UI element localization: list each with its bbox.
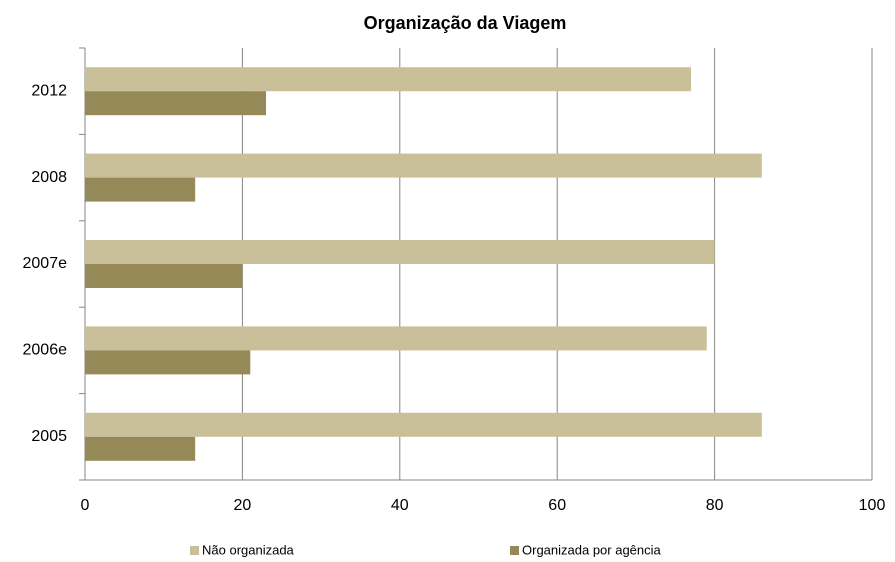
- y-tick-label: 2012: [31, 82, 67, 99]
- x-tick-label: 80: [706, 497, 724, 514]
- bar: [85, 67, 691, 92]
- legend-swatch: [190, 546, 199, 555]
- legend-label: Não organizada: [202, 542, 295, 557]
- bar: [85, 264, 243, 288]
- y-tick-label: 2007e: [23, 255, 68, 272]
- bar: [85, 177, 196, 202]
- bar: [85, 153, 762, 178]
- x-tick-label: 0: [81, 497, 90, 514]
- bar: [85, 240, 715, 264]
- x-tick-label: 20: [234, 497, 252, 514]
- bar: [85, 412, 762, 437]
- bar: [85, 326, 707, 351]
- x-tick-label: 40: [391, 497, 409, 514]
- legend-swatch: [510, 546, 519, 555]
- y-tick-label: 2008: [31, 169, 67, 186]
- x-tick-label: 100: [859, 497, 886, 514]
- bar: [85, 91, 267, 116]
- legend-label: Organizada por agência: [522, 542, 662, 557]
- x-tick-label: 60: [548, 497, 566, 514]
- chart-title: Organização da Viagem: [364, 13, 567, 33]
- y-tick-label: 2005: [31, 428, 67, 445]
- bar: [85, 436, 196, 461]
- y-tick-label: 2006e: [23, 342, 68, 359]
- bar: [85, 350, 251, 375]
